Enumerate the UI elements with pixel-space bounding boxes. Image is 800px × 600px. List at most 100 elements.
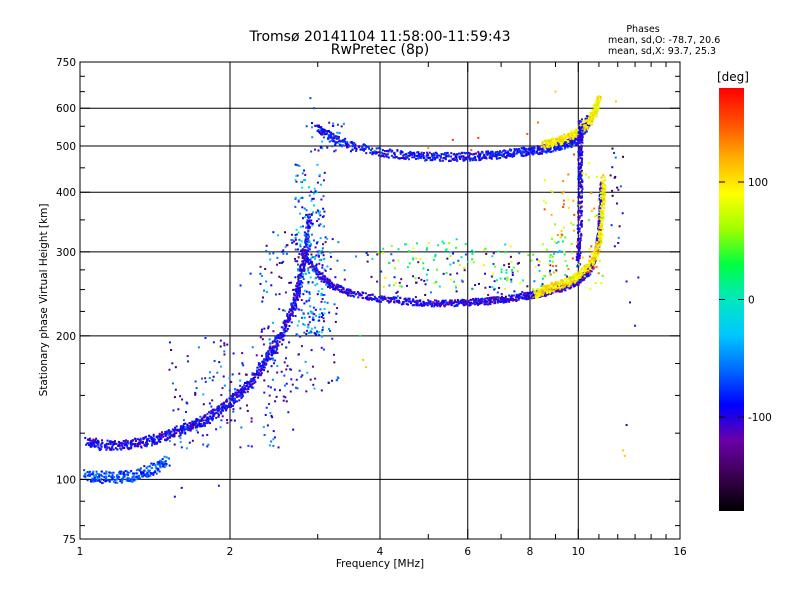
data-point <box>239 407 242 410</box>
data-point <box>108 447 111 450</box>
data-point <box>200 418 203 421</box>
data-point <box>385 150 388 153</box>
data-point <box>219 365 222 368</box>
data-point <box>462 301 465 304</box>
data-point <box>368 297 371 300</box>
data-point <box>262 360 265 363</box>
data-point <box>298 284 301 287</box>
data-point <box>221 402 224 405</box>
data-point <box>446 154 449 157</box>
data-point <box>327 282 330 285</box>
data-point <box>568 278 571 281</box>
data-point <box>311 281 314 284</box>
data-point <box>295 307 298 310</box>
data-point <box>276 339 279 342</box>
data-point <box>554 283 557 286</box>
data-point <box>323 268 326 271</box>
data-point <box>208 377 211 380</box>
data-point <box>327 129 330 132</box>
data-point <box>320 346 323 349</box>
data-point <box>600 214 603 217</box>
data-point <box>477 151 480 154</box>
data-point <box>243 384 246 387</box>
data-point <box>549 148 552 151</box>
data-point <box>258 362 261 365</box>
data-point <box>352 144 355 147</box>
data-point <box>316 241 319 244</box>
data-point <box>405 153 408 156</box>
data-point <box>577 246 580 249</box>
data-point <box>533 147 536 150</box>
data-point <box>265 244 268 247</box>
data-point <box>362 147 365 150</box>
data-point <box>413 304 416 307</box>
data-point <box>163 455 166 458</box>
data-point <box>597 232 600 235</box>
data-point <box>573 133 576 136</box>
data-point <box>471 157 474 160</box>
data-point <box>506 150 509 153</box>
data-point <box>307 234 310 237</box>
data-point <box>319 183 322 186</box>
data-point <box>203 423 206 426</box>
data-point <box>535 150 538 153</box>
data-point <box>371 293 374 296</box>
data-point <box>295 174 298 177</box>
data-point <box>477 300 480 303</box>
data-point <box>504 151 507 154</box>
data-point <box>543 287 546 290</box>
data-point <box>120 477 123 480</box>
data-point <box>285 400 288 403</box>
data-point <box>539 146 542 149</box>
data-point <box>595 248 598 251</box>
data-point <box>287 319 290 322</box>
data-point <box>242 364 245 367</box>
data-point <box>464 302 467 305</box>
data-point <box>153 438 156 441</box>
data-point <box>189 421 192 424</box>
data-point <box>325 131 328 134</box>
data-point <box>292 306 295 309</box>
data-point <box>413 300 416 303</box>
data-point <box>169 431 172 434</box>
data-point <box>294 196 297 199</box>
data-point <box>326 301 329 304</box>
data-point <box>397 248 400 251</box>
data-point <box>408 298 411 301</box>
data-point <box>397 157 400 160</box>
data-point <box>428 151 431 154</box>
data-point <box>591 251 594 254</box>
data-point <box>579 274 582 277</box>
data-point <box>333 303 336 306</box>
data-point <box>460 299 463 302</box>
data-point <box>429 300 432 303</box>
data-point <box>502 300 505 303</box>
data-point <box>576 265 579 268</box>
data-point <box>96 443 99 446</box>
data-point <box>318 313 321 316</box>
data-point <box>601 211 604 214</box>
data-point <box>534 290 537 293</box>
data-point <box>575 276 578 279</box>
data-point <box>574 138 577 141</box>
data-point <box>96 439 99 442</box>
data-point <box>499 156 502 159</box>
data-point <box>579 252 582 255</box>
data-point <box>319 214 322 217</box>
data-point <box>407 300 410 303</box>
data-point <box>267 385 270 388</box>
data-point <box>303 323 306 326</box>
data-point <box>483 154 486 157</box>
data-point <box>115 442 118 445</box>
data-point <box>160 459 163 462</box>
data-point <box>584 125 587 128</box>
data-point <box>413 154 416 157</box>
data-point <box>553 288 556 291</box>
data-point <box>233 402 236 405</box>
data-point <box>592 262 595 265</box>
data-point <box>160 434 163 437</box>
data-point <box>380 300 383 303</box>
data-point <box>309 257 312 260</box>
data-point <box>135 472 138 475</box>
data-point <box>578 147 581 150</box>
